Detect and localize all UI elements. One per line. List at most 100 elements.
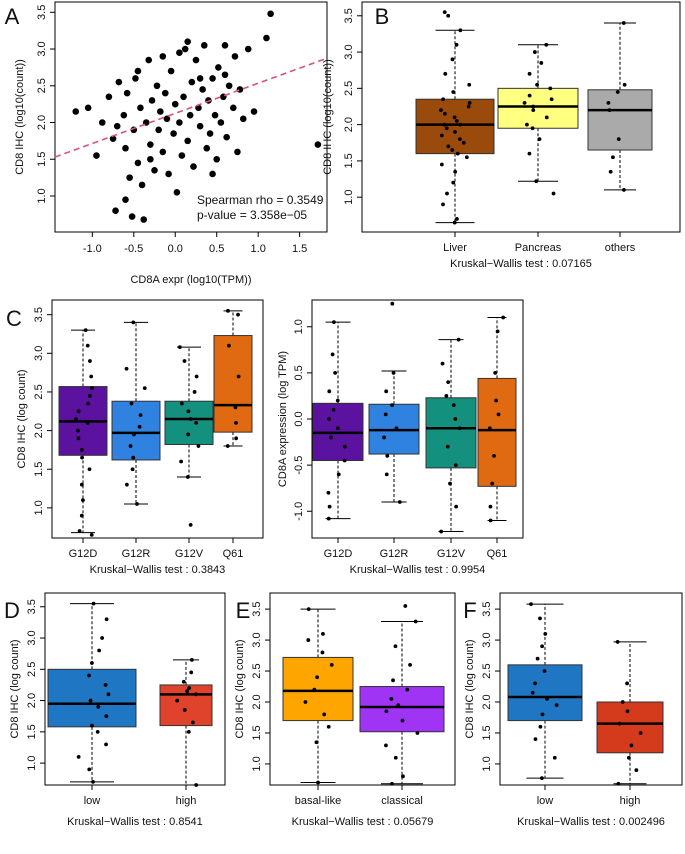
x-tick-label: 1.5	[292, 243, 307, 255]
point	[138, 413, 143, 418]
point	[542, 669, 547, 673]
point	[544, 115, 549, 120]
x-tick-label: -0.5	[124, 243, 143, 255]
point	[458, 28, 463, 33]
point	[209, 170, 216, 178]
point	[87, 467, 92, 472]
x-tick-label: high	[176, 795, 197, 807]
point	[454, 42, 459, 47]
point	[179, 459, 184, 464]
point	[442, 111, 447, 116]
y-tick-label: 1.5	[343, 153, 355, 168]
point	[128, 444, 133, 448]
point	[231, 53, 239, 60]
point	[76, 428, 80, 433]
y-tick-label: 1.0	[26, 755, 38, 770]
y-tick-label: 1.0	[251, 756, 263, 771]
y-axis-label: CD8A expression (log TPM)	[277, 351, 289, 487]
point	[185, 689, 190, 694]
point	[112, 207, 119, 214]
point	[316, 780, 320, 785]
y-tick-label: 1.0	[36, 188, 48, 203]
point	[215, 64, 222, 71]
point	[161, 89, 169, 97]
y-tick-label: 2.5	[33, 384, 45, 399]
point	[137, 104, 144, 112]
point	[236, 312, 240, 317]
point	[457, 426, 462, 431]
point	[250, 108, 258, 115]
point	[147, 141, 154, 148]
point	[638, 731, 643, 735]
point	[113, 122, 121, 130]
point	[186, 111, 194, 119]
point	[540, 776, 544, 781]
point	[171, 100, 179, 108]
annotation: p-value = 3.358e−05	[197, 208, 307, 222]
point	[134, 67, 142, 75]
point	[130, 467, 135, 472]
panel-label: F	[463, 598, 476, 623]
point	[456, 337, 461, 342]
point	[495, 329, 500, 334]
point	[86, 401, 91, 406]
point	[89, 533, 94, 537]
point	[134, 159, 142, 167]
point	[401, 774, 405, 779]
point	[175, 698, 180, 703]
point	[180, 93, 187, 101]
y-axis-label: CD8 IHC (log count)	[234, 639, 246, 738]
x-tick-label: -1.0	[83, 243, 102, 255]
point	[501, 315, 506, 320]
point	[199, 86, 206, 93]
point	[458, 122, 463, 127]
point	[403, 604, 408, 608]
point	[391, 370, 396, 375]
y-tick-label: 1.5	[26, 724, 38, 739]
x-tick-label: Pancreas	[515, 242, 562, 254]
point	[488, 518, 493, 523]
point	[393, 755, 398, 760]
point	[384, 709, 389, 714]
x-tick-label: Q61	[223, 548, 244, 560]
point	[451, 90, 456, 94]
x-tick-label: 0.5	[209, 243, 224, 255]
point	[131, 455, 136, 460]
point	[131, 320, 136, 325]
point	[439, 133, 444, 138]
y-tick-label: 3.5	[343, 8, 355, 23]
point	[532, 50, 537, 54]
point	[85, 420, 90, 425]
point	[88, 359, 92, 363]
annotation: Spearman rho = 0.3549	[197, 193, 324, 207]
y-tick-label: 2.0	[33, 423, 45, 438]
point	[129, 401, 134, 406]
point	[124, 366, 129, 371]
point	[537, 137, 542, 142]
point	[488, 504, 493, 509]
point	[90, 386, 94, 390]
y-tick-label: 2.0	[343, 117, 355, 132]
point	[453, 417, 458, 421]
x-tick-label: 0.0	[168, 243, 183, 255]
point	[620, 700, 625, 704]
point	[151, 166, 158, 174]
point	[234, 436, 239, 441]
point	[84, 104, 92, 112]
point	[400, 718, 405, 723]
y-tick-label: 3.5	[33, 307, 45, 322]
y-tick-label: 3.0	[481, 632, 493, 647]
plot-frame	[51, 299, 264, 539]
point	[79, 482, 84, 487]
plot-frame	[499, 592, 683, 786]
point	[390, 781, 394, 786]
point	[157, 108, 164, 115]
point	[527, 93, 532, 98]
plot-frame	[54, 1, 328, 233]
point	[548, 86, 553, 91]
point	[445, 444, 450, 449]
x-tick-label: low	[537, 795, 554, 807]
box	[282, 656, 354, 722]
point	[454, 119, 459, 123]
point	[128, 213, 136, 220]
